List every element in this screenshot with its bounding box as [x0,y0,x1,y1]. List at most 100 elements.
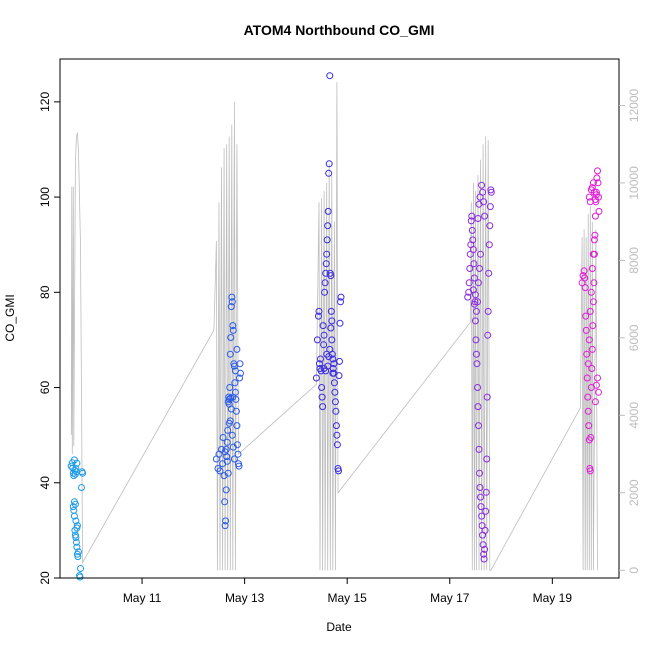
x-axis-label: Date [326,620,352,634]
data-point [589,322,597,330]
data-point [236,374,243,382]
data-point [226,350,234,358]
data-point [580,267,588,275]
y2-tick-label: 0 [627,567,641,574]
data-point [482,507,490,515]
data-point [230,362,238,370]
data-point [321,279,329,287]
data-point [485,241,493,249]
data-point [472,307,480,315]
data-point [221,498,229,506]
data-point [222,517,230,525]
data-point [591,196,599,203]
data-point [584,360,592,368]
data-point [336,319,344,327]
data-point [481,526,489,534]
data-point [470,274,478,282]
data-point [589,250,597,258]
data-point [319,403,327,411]
data-point [481,212,489,220]
data-point [587,434,595,441]
data-point [72,517,80,525]
y-tick-label: 40 [38,476,52,490]
data-point [588,265,596,272]
data-point [335,372,343,380]
data-point [476,484,484,491]
data-point [325,353,333,361]
data-point [228,431,236,439]
data-point [236,360,244,368]
data-point [465,279,473,287]
data-point [73,543,81,551]
data-point [469,286,477,294]
data-point [583,350,591,358]
data-point [476,265,483,272]
data-point [474,215,482,222]
data-point [222,486,230,494]
data-point [590,236,598,244]
data-point [222,445,230,453]
data-point [464,293,472,301]
data-point [475,200,483,208]
data-point [469,246,477,253]
data-point [233,345,241,353]
scatter-points-layer [67,72,603,581]
data-point [466,250,474,258]
data-point [474,384,481,391]
data-point [483,455,491,463]
data-point [229,326,237,334]
data-point [586,307,594,315]
data-point [482,488,490,496]
data-point [227,334,235,341]
data-point [477,250,484,258]
data-point [327,324,335,332]
data-point [72,534,80,541]
data-point [585,422,593,430]
data-point [328,336,336,344]
data-point [323,250,331,258]
data-point [326,72,334,80]
data-point [335,467,342,475]
data-point [230,455,238,463]
data-point [584,407,592,415]
data-point [476,469,483,477]
data-point [231,379,239,387]
data-point [589,179,597,187]
secondary-series-line [70,82,598,571]
data-point [315,312,322,320]
data-point [466,265,474,272]
y-tick-label: 120 [38,92,52,112]
data-point [229,443,237,451]
data-point [77,565,84,572]
data-point [483,393,491,401]
data-point [594,167,601,175]
data-point [481,545,489,553]
data-point [586,467,594,475]
y2-tick-label: 4000 [627,402,641,429]
data-point [475,445,483,453]
data-point [75,548,82,556]
data-point [234,450,242,458]
data-point [480,550,488,558]
data-point [227,303,235,311]
data-point [582,326,590,334]
data-point [475,422,482,430]
data-point [70,506,78,514]
data-point [591,212,599,220]
data-point [318,393,326,401]
data-point [72,465,80,472]
data-point [229,393,237,401]
data-point [333,441,341,449]
data-point [79,469,87,477]
data-point [477,503,485,511]
data-point [581,284,589,292]
data-point [478,181,486,189]
data-point [224,469,232,477]
data-point [485,269,493,277]
y2-tick-label: 6000 [627,324,641,351]
data-point [231,367,239,375]
data-point [337,298,344,306]
data-point [74,553,82,561]
data-point [487,188,495,196]
data-point [223,438,231,446]
